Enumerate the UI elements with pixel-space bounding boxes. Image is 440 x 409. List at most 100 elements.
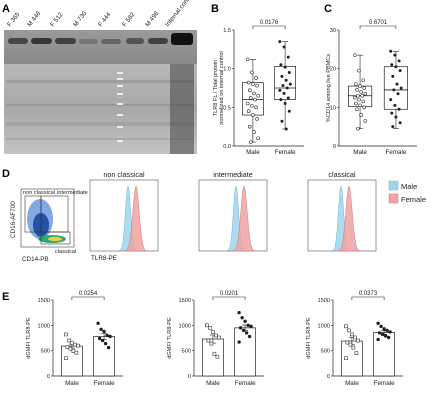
data-point [390, 63, 394, 67]
y-tick-label: 500 [321, 349, 330, 355]
data-point [208, 326, 212, 330]
data-point [97, 336, 102, 341]
data-point [282, 45, 286, 49]
data-point [358, 103, 362, 108]
data-point [283, 101, 287, 105]
band-lane-8 [171, 33, 193, 45]
data-point [376, 337, 380, 342]
panel-letter-d: D [2, 168, 10, 180]
data-point [254, 76, 258, 80]
bar [93, 336, 115, 377]
flow-gating-plot: non classical intermediate classical CD1… [10, 188, 88, 263]
gate-label-nonclassical: non classical [23, 190, 55, 196]
data-point [359, 113, 363, 117]
data-point [284, 127, 288, 131]
data-point [243, 319, 247, 323]
histogram-title: non classical [103, 170, 145, 179]
bar-charts-e: 0 500 1000 1500 dGMFI TLR8-PE Male Female 0.025… [26, 291, 403, 387]
data-point [103, 341, 108, 346]
smear-2 [6, 104, 194, 106]
data-point [217, 335, 221, 340]
x-category-label: Male [246, 149, 260, 156]
data-point [252, 91, 256, 96]
significance-bracket [359, 25, 397, 29]
x-category-label: Female [374, 380, 395, 387]
panel-letter-b: B [211, 3, 219, 15]
x-category-label: Male [345, 380, 359, 387]
lane-labels: F 365 M 446 F 512 M 730 F 444 F 582 M 498 Inter… [6, 0, 195, 28]
legend-swatch-male [388, 180, 399, 191]
data-point [389, 49, 393, 53]
y-tick-label: 0 [333, 144, 336, 150]
data-point [246, 80, 251, 85]
data-point [278, 40, 282, 44]
box [348, 85, 373, 107]
lane-label: M 446 [26, 10, 43, 28]
data-point [252, 130, 256, 134]
data-point [353, 53, 357, 57]
y-tick-label: 1.5 [223, 28, 231, 34]
data-point [363, 92, 368, 96]
gate-label-intermediate: intermediate [57, 190, 88, 196]
p-value: 0.0254 [79, 291, 98, 297]
significance-bracket [252, 25, 286, 29]
p-value: 0.0373 [359, 291, 378, 297]
box [242, 82, 264, 116]
y-tick-label: 0.5 [223, 105, 231, 111]
band-lane-4 [79, 39, 98, 44]
data-point [395, 82, 399, 86]
data-point [108, 334, 112, 339]
x-category-label: Male [353, 149, 367, 156]
data-point [390, 111, 394, 115]
data-point [241, 328, 246, 333]
p-value: 0.6701 [369, 20, 388, 26]
data-point [209, 341, 214, 346]
data-point [353, 95, 357, 100]
data-point [238, 326, 243, 330]
histogram-title: classical [328, 170, 356, 179]
data-point [256, 136, 260, 141]
data-point [286, 96, 290, 100]
gate-yaxis-label: CD16-AF700 [10, 201, 17, 238]
ladder-band [117, 140, 123, 142]
data-point [396, 92, 400, 96]
x-category-label: Male [206, 380, 220, 387]
box-plot-c: 0 10 20 30 Male Female 0.6701 %CD14 among live … [326, 20, 417, 156]
data-point [394, 115, 398, 119]
data-point [211, 330, 215, 334]
data-point [255, 83, 259, 88]
data-point [393, 103, 397, 107]
band-lane-6 [126, 38, 144, 44]
data-point [254, 105, 258, 110]
y-tick-label: 0 [327, 374, 330, 380]
cell-cloud-core [48, 236, 62, 242]
data-point [392, 88, 396, 92]
data-point [356, 338, 360, 343]
data-point [250, 104, 254, 108]
x-category-label: Female [235, 380, 256, 387]
data-point [249, 96, 253, 100]
data-point [253, 97, 257, 102]
data-point [376, 321, 380, 326]
histogram-female [226, 185, 262, 252]
data-point [247, 124, 252, 129]
y-tick-label: 1500 [318, 298, 330, 304]
band-lane-2 [31, 38, 52, 44]
data-point [385, 328, 389, 333]
data-point [388, 330, 392, 334]
x-category-label: Male [65, 380, 79, 387]
blot-upper-membrane [4, 30, 197, 64]
histogram-female [118, 185, 154, 252]
data-point [280, 74, 284, 78]
data-point [102, 329, 106, 334]
data-point [348, 342, 353, 347]
data-point [281, 84, 285, 88]
data-point [256, 93, 260, 98]
data-point [356, 93, 360, 98]
y-tick-label: 20 [330, 67, 336, 73]
band-lane-1 [8, 38, 28, 44]
y-axis-label: dGMFI TLR8-PE [26, 317, 32, 359]
data-point [357, 97, 361, 102]
data-point [251, 113, 255, 117]
legend-label-male: Male [401, 182, 417, 191]
